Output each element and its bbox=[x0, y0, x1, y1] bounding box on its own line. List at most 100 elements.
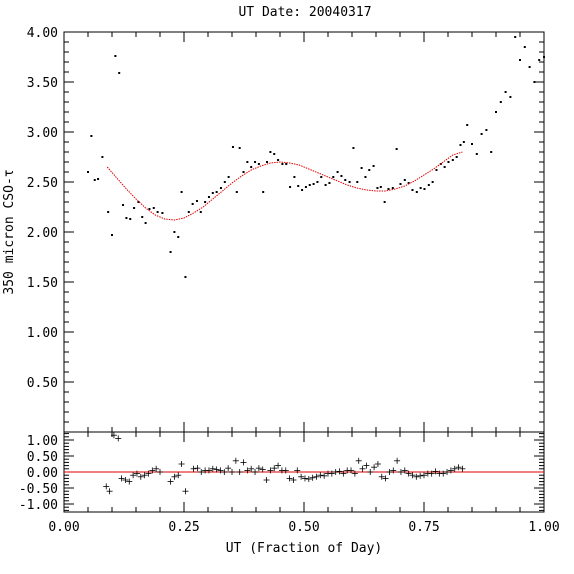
residual-y-tick-label: -0.50 bbox=[19, 482, 58, 497]
data-point bbox=[395, 148, 398, 150]
residual-point bbox=[348, 467, 355, 474]
residual-point bbox=[213, 466, 220, 473]
residual-point bbox=[309, 474, 316, 481]
residual-point bbox=[321, 472, 328, 479]
data-point bbox=[538, 59, 541, 61]
residual-point bbox=[447, 467, 454, 474]
data-point bbox=[344, 179, 347, 181]
residual-point bbox=[397, 469, 404, 475]
data-point bbox=[141, 216, 144, 218]
main-plot-frame bbox=[63, 31, 545, 433]
fit-curve bbox=[106, 151, 463, 221]
data-point bbox=[504, 91, 507, 93]
data-point bbox=[509, 96, 512, 98]
tau-data-points bbox=[87, 36, 545, 278]
y-tick-label: 0.50 bbox=[27, 376, 58, 391]
residual-y-tick-label: 0.50 bbox=[27, 450, 58, 465]
data-point bbox=[273, 153, 276, 155]
residual-point bbox=[401, 467, 408, 474]
y-tick-label: 4.00 bbox=[27, 26, 58, 41]
data-point bbox=[372, 165, 375, 167]
data-point bbox=[415, 191, 418, 193]
residual-point bbox=[133, 470, 140, 477]
data-point bbox=[169, 251, 172, 253]
residual-y-tick-label: 1.00 bbox=[27, 434, 58, 449]
residual-point bbox=[374, 461, 381, 467]
residual-point bbox=[259, 466, 266, 473]
x-tick-label: 0.75 bbox=[408, 520, 439, 535]
residual-point bbox=[263, 477, 270, 483]
residual-point bbox=[282, 467, 289, 474]
data-point bbox=[399, 183, 402, 185]
residual-point bbox=[367, 469, 374, 475]
data-point bbox=[308, 184, 311, 186]
y-tick-label: 2.00 bbox=[27, 226, 58, 241]
data-point bbox=[419, 187, 422, 189]
residual-point bbox=[382, 475, 389, 482]
data-point bbox=[107, 211, 110, 213]
data-point bbox=[235, 191, 238, 193]
residual-point bbox=[417, 472, 424, 479]
data-point bbox=[293, 176, 296, 178]
residual-point bbox=[317, 472, 324, 479]
data-point bbox=[368, 169, 371, 171]
data-point bbox=[411, 189, 414, 191]
data-point bbox=[207, 196, 210, 198]
data-point bbox=[156, 211, 159, 213]
residual-point bbox=[244, 467, 251, 474]
data-point bbox=[443, 166, 446, 168]
data-point bbox=[387, 188, 390, 190]
data-point bbox=[543, 56, 545, 58]
data-point bbox=[180, 191, 183, 193]
data-point bbox=[316, 181, 319, 183]
data-point bbox=[125, 217, 128, 219]
data-point bbox=[191, 203, 194, 205]
residual-point bbox=[118, 475, 125, 482]
data-point bbox=[231, 146, 234, 148]
x-tick-label: 0.25 bbox=[168, 520, 199, 535]
data-point bbox=[519, 59, 521, 61]
data-point bbox=[177, 236, 180, 238]
data-point bbox=[93, 179, 96, 181]
residual-y-tick-label: -1.00 bbox=[19, 498, 58, 513]
data-point bbox=[195, 200, 198, 202]
residual-point bbox=[225, 465, 232, 472]
data-point bbox=[455, 156, 458, 158]
residual-point bbox=[336, 468, 343, 475]
residual-point bbox=[240, 459, 247, 466]
data-point bbox=[485, 129, 488, 131]
data-point bbox=[332, 176, 335, 178]
data-point bbox=[250, 166, 253, 168]
data-point bbox=[118, 72, 121, 74]
residual-point bbox=[217, 467, 224, 474]
data-point bbox=[328, 182, 331, 184]
data-point bbox=[262, 191, 265, 193]
residual-point bbox=[149, 467, 156, 474]
residual-point bbox=[390, 467, 397, 474]
data-point bbox=[199, 211, 202, 213]
data-point bbox=[376, 187, 379, 189]
data-point bbox=[523, 46, 526, 48]
y-tick-label: 3.00 bbox=[27, 126, 58, 141]
residual-point bbox=[405, 470, 412, 477]
data-point bbox=[137, 201, 140, 203]
main-axis-ticks bbox=[64, 31, 544, 432]
data-point bbox=[87, 171, 89, 173]
residual-point bbox=[194, 465, 201, 472]
data-point bbox=[281, 163, 284, 165]
residual-point bbox=[171, 473, 178, 480]
data-point bbox=[459, 144, 462, 146]
residual-point bbox=[130, 472, 137, 479]
residual-point bbox=[157, 469, 163, 475]
residual-axis-ticks bbox=[64, 432, 544, 512]
chart-title: UT Date: 20040317 bbox=[238, 5, 371, 20]
data-point bbox=[301, 189, 304, 191]
residual-point bbox=[236, 469, 243, 475]
y-tick-label: 3.50 bbox=[27, 76, 58, 91]
data-point bbox=[348, 181, 351, 183]
residual-point bbox=[175, 472, 182, 479]
residual-point bbox=[371, 464, 378, 471]
residual-point bbox=[205, 467, 212, 474]
data-point bbox=[133, 207, 136, 209]
residual-point bbox=[421, 472, 427, 479]
